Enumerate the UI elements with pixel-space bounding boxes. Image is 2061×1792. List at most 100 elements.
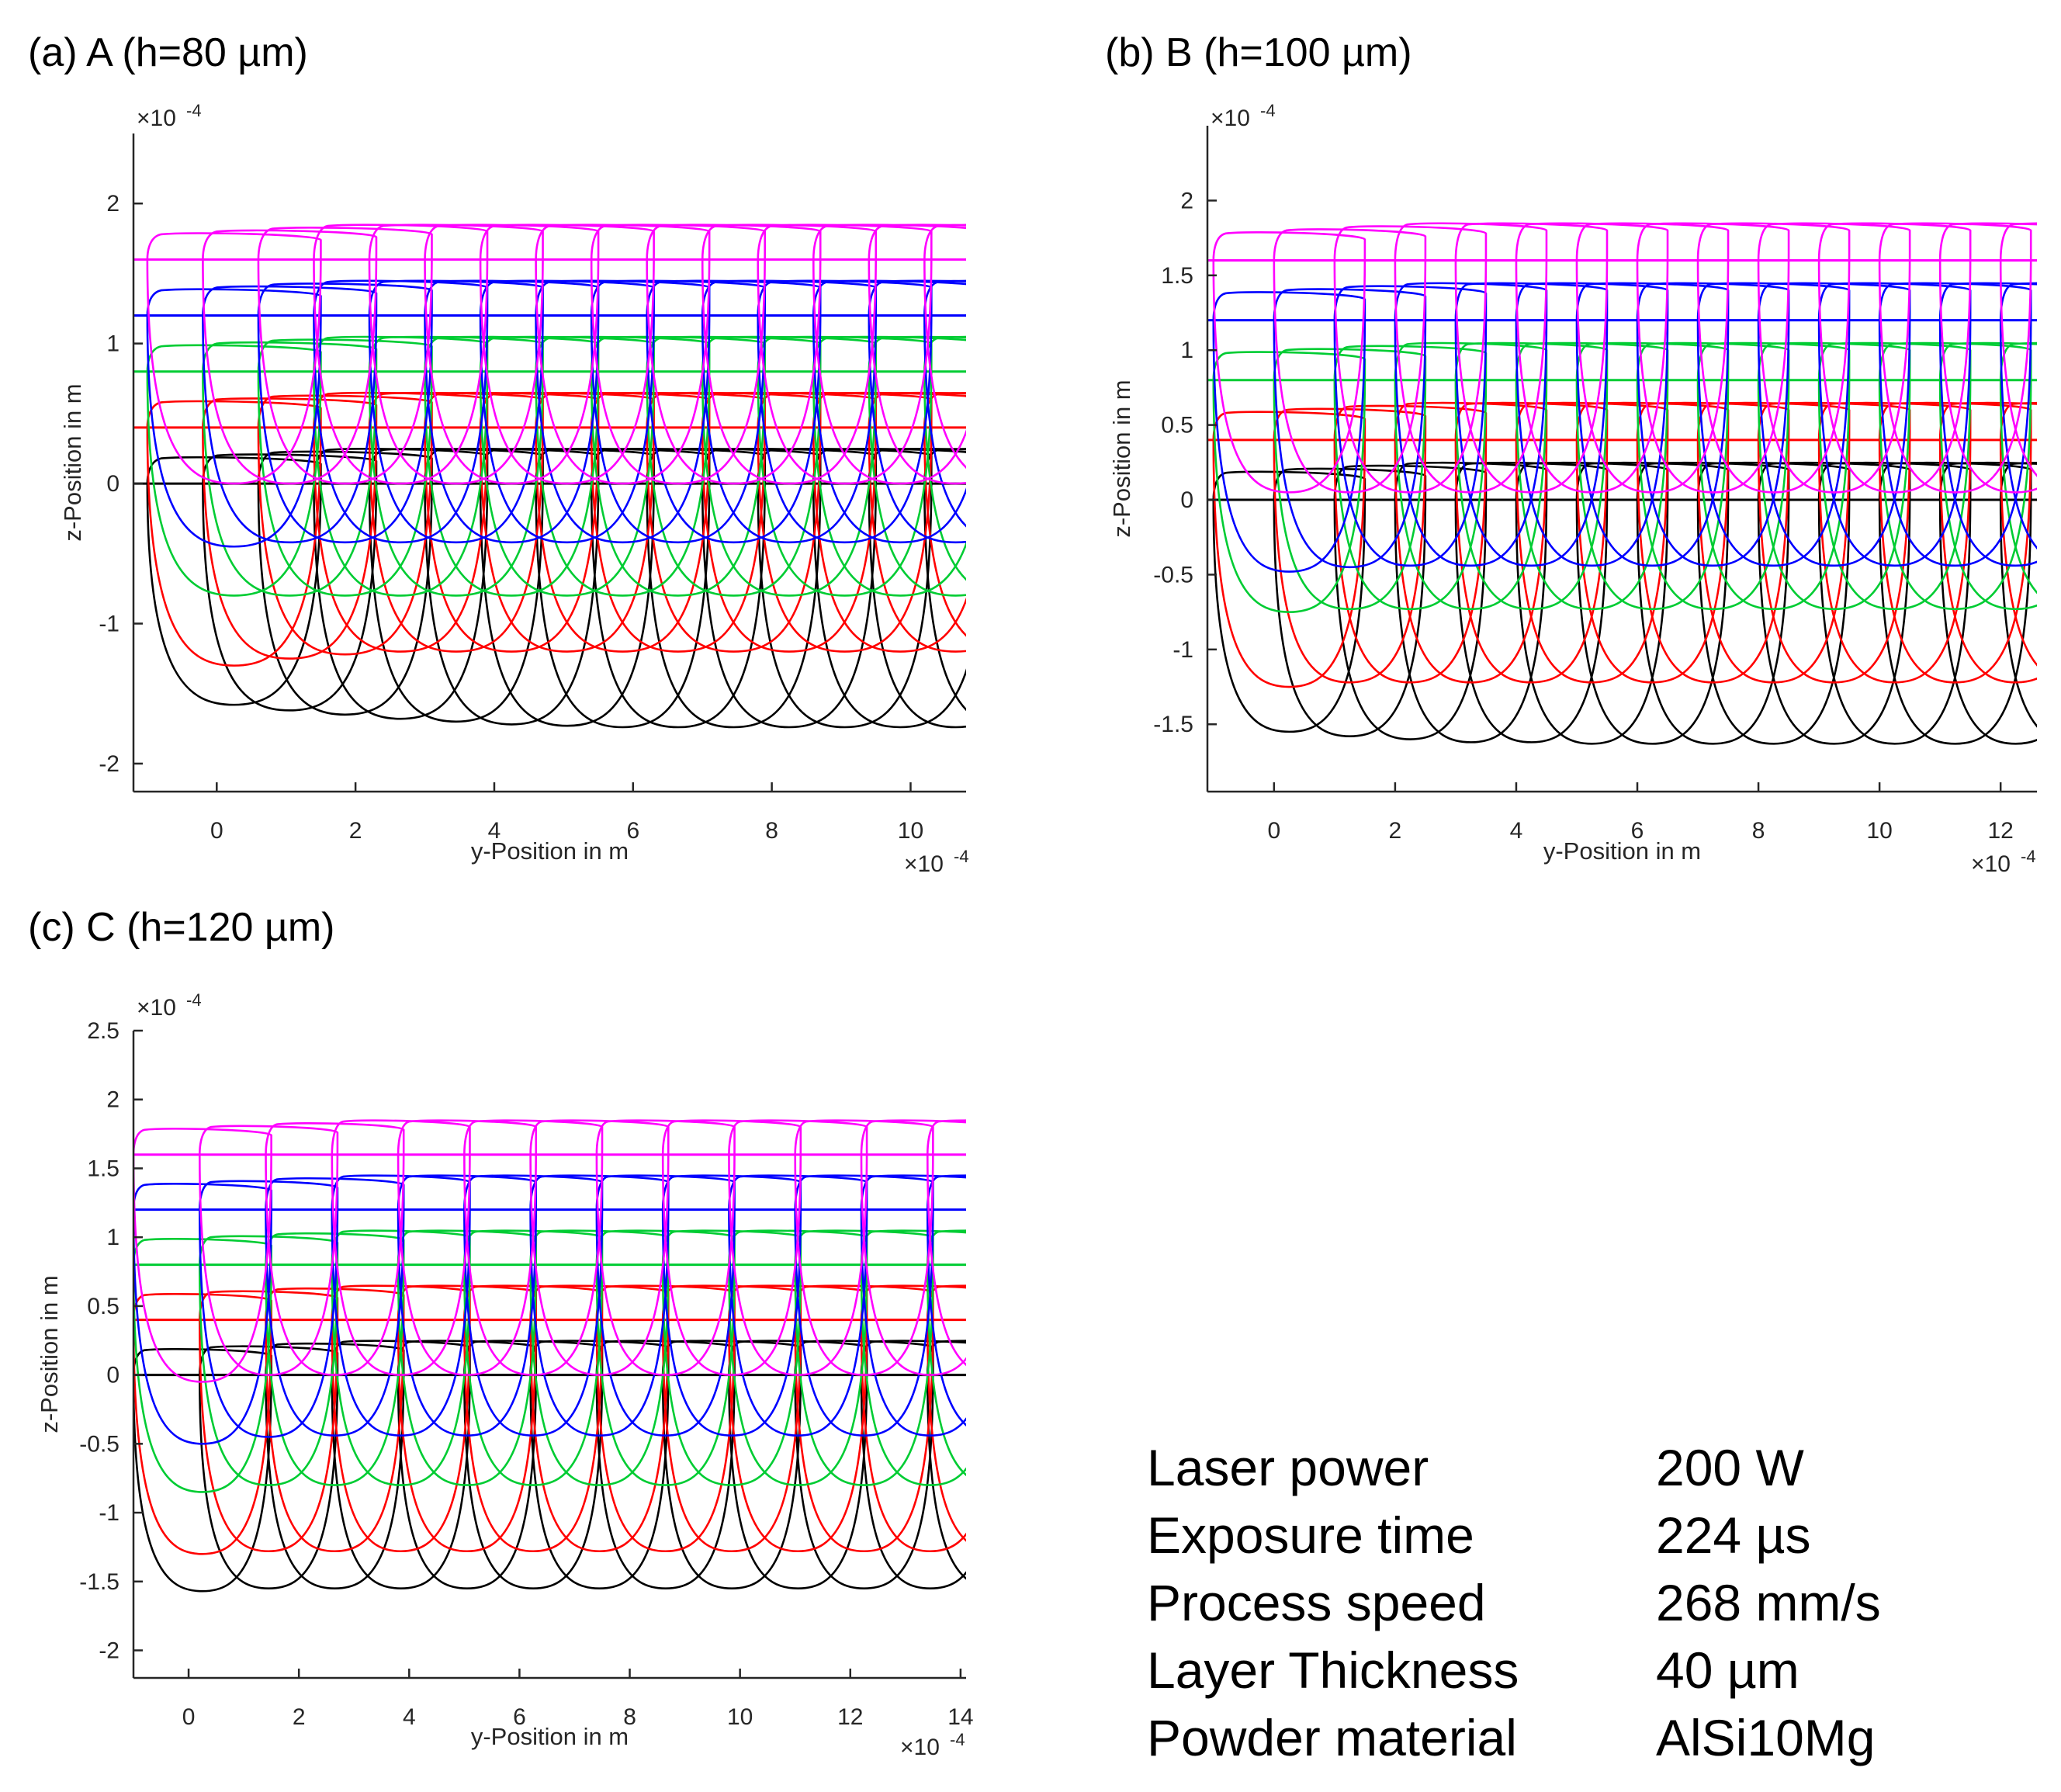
panel-a-title: (a) A (h=80 µm) [28, 30, 308, 75]
melt-track-outline [1636, 461, 1790, 745]
panel-c-title: (c) C (h=120 µm) [28, 905, 335, 950]
melt-track-outline [1454, 461, 1609, 743]
melt-track-outline [529, 1174, 670, 1437]
melt-track-outline [424, 335, 600, 597]
melt-track-outline [1273, 348, 1427, 611]
melt-track-outline [331, 1229, 471, 1486]
melt-track-outline [860, 1174, 966, 1437]
melt-track-outline [595, 1229, 736, 1486]
melt-track-outline [265, 1121, 405, 1376]
melt-track-outline [133, 1128, 272, 1383]
melt-track-outline [757, 224, 933, 485]
melt-track-outline [728, 1284, 868, 1553]
melt-track-outline [1636, 222, 1790, 494]
y-tick-label: 1 [1180, 338, 1193, 363]
param-value: 200 W [1656, 1439, 1804, 1496]
param-label: Layer Thickness [1147, 1641, 1519, 1699]
melt-track-outline [202, 453, 378, 712]
melt-track-outline [424, 224, 600, 485]
melt-track-outline [397, 1229, 538, 1486]
melt-track-outline [146, 288, 322, 548]
melt-track-outline [646, 391, 822, 653]
melt-track-outline [313, 279, 489, 544]
melt-track-outline [812, 335, 966, 597]
melt-track-outline [1817, 401, 1972, 684]
melt-track-outline [860, 1229, 966, 1486]
melt-track-outline [1212, 470, 1366, 733]
melt-track-outline [529, 1284, 670, 1553]
melt-track-outline [257, 338, 433, 597]
melt-track-outline [595, 1284, 736, 1553]
y-tick-label: 1 [106, 1225, 120, 1250]
melt-track-outline [535, 391, 711, 653]
melt-track-outline [1757, 282, 1911, 567]
melt-track-outline [146, 400, 322, 667]
melt-track-outline [368, 279, 544, 544]
melt-track-outline [1575, 401, 1730, 684]
param-value: 268 mm/s [1656, 1574, 1881, 1631]
melt-track-outline [1394, 282, 1548, 567]
melt-track-outline [646, 335, 822, 597]
x-tick-label: 8 [765, 818, 778, 844]
melt-track-outline [313, 448, 489, 720]
y-tick-label: -2 [99, 751, 120, 777]
melt-track-outline [728, 1229, 868, 1486]
melt-track-outline [1333, 285, 1488, 567]
melt-track-outline [1394, 401, 1548, 684]
melt-track-outline [1575, 282, 1730, 567]
melt-track-outline [331, 1174, 471, 1437]
melt-track-outline [1757, 461, 1911, 745]
melt-track-outline [133, 1293, 272, 1555]
y-exponent-power: -4 [186, 101, 202, 120]
x-axis-label: y-Position in m [471, 1723, 629, 1750]
y-tick-label: 2 [106, 191, 120, 217]
x-exponent-power: -4 [954, 847, 969, 866]
melt-track-outline [257, 226, 433, 485]
melt-track-outline [313, 224, 489, 485]
melt-track-outline [923, 391, 966, 637]
melt-track-outline [1575, 461, 1730, 745]
melt-track-outline [463, 1229, 604, 1486]
melt-track-outline [794, 1284, 934, 1553]
melt-track-outline [1696, 401, 1851, 684]
melt-track-outline [1878, 222, 2032, 494]
melt-track-outline [1273, 228, 1427, 494]
melt-track-outline [794, 1340, 934, 1589]
melt-track-outline [923, 224, 966, 470]
y-tick-label: -1 [99, 611, 120, 636]
melt-track-outline [529, 1229, 670, 1486]
melt-track-outline [728, 1174, 868, 1437]
melt-track-outline [794, 1229, 934, 1486]
melt-track-outline [313, 391, 489, 653]
melt-track-outline [133, 1183, 272, 1445]
melt-track-outline [1938, 461, 2037, 745]
melt-track-outline [535, 448, 711, 729]
melt-track-outline [1999, 401, 2037, 667]
param-label: Exposure time [1147, 1506, 1474, 1564]
melt-track-outline [923, 335, 966, 581]
param-row-exposure-time: Exposure time 224 µs [1147, 1502, 1881, 1569]
melt-track-outline [794, 1119, 934, 1376]
melt-track-outline [463, 1284, 604, 1553]
y-exponent-power: -4 [186, 990, 202, 1010]
melt-track-outline [661, 1229, 802, 1486]
melt-track-outline [868, 391, 966, 653]
x-tick-label: 8 [623, 1704, 636, 1730]
y-tick-label: 1.5 [87, 1156, 120, 1181]
melt-track-outline [479, 391, 655, 653]
melt-track-outline [198, 1345, 339, 1589]
melt-track-outline [1454, 282, 1609, 567]
x-tick-label: 6 [513, 1704, 526, 1730]
y-tick-label: -1 [1173, 637, 1193, 663]
x-axis-label: y-Position in m [1543, 837, 1701, 865]
melt-track-outline [1273, 288, 1427, 569]
x-tick-label: 4 [488, 818, 501, 844]
melt-track-outline [595, 1340, 736, 1589]
melt-track-outline [590, 224, 766, 485]
melt-track-outline [331, 1340, 471, 1589]
melt-track-outline [1757, 222, 1911, 494]
melt-track-outline [661, 1340, 802, 1589]
melt-track-outline [1212, 231, 1366, 494]
